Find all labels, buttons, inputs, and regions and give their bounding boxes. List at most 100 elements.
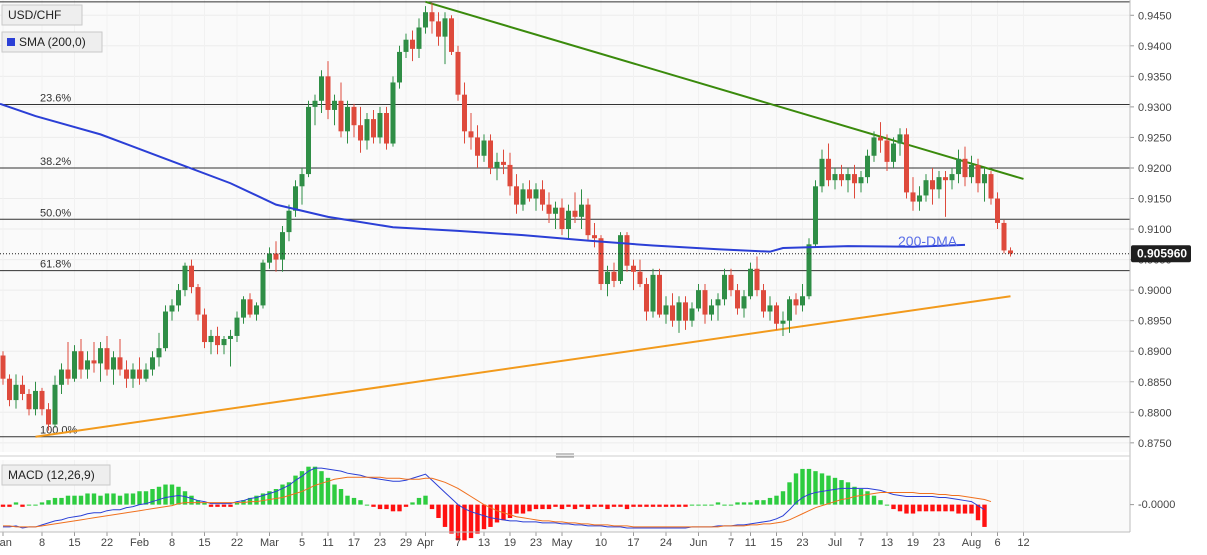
candle-body: [0, 355, 6, 379]
macd-label: MACD (12,26,9): [8, 468, 95, 482]
candle-body: [273, 253, 279, 260]
y-tick-label: 0.9400: [1138, 41, 1172, 53]
candle-body: [507, 164, 513, 187]
x-tick-label: 23: [796, 537, 808, 549]
macd-hist-bar: [124, 493, 129, 505]
candle-body: [611, 271, 617, 281]
macd-hist-bar: [325, 477, 331, 505]
candle-body: [410, 39, 415, 49]
candle-body: [416, 27, 422, 49]
y-tick-label: 0.8900: [1138, 346, 1172, 358]
candle-body: [325, 76, 331, 110]
macd-hist-bar: [234, 502, 240, 505]
pane-resize-handle[interactable]: [556, 453, 574, 458]
macd-hist-bar: [579, 504, 584, 507]
candle-body: [1001, 222, 1007, 251]
macd-hist-bar: [143, 491, 149, 505]
symbol-label: USD/CHF: [8, 8, 61, 22]
macd-hist-bar: [449, 504, 454, 534]
macd-hist-bar: [839, 480, 844, 505]
x-tick-label: 29: [400, 537, 412, 549]
macd-hist-bar: [137, 491, 142, 505]
candle-body: [839, 174, 844, 181]
x-tick-label: 17: [348, 537, 360, 549]
candle-body: [150, 357, 155, 370]
macd-hist-bar: [527, 504, 532, 512]
candle-body: [585, 204, 591, 236]
candle-body: [553, 207, 558, 214]
macd-hist-bar: [650, 504, 656, 507]
macd-hist-bar: [377, 504, 383, 510]
macd-hist-bar: [364, 504, 370, 506]
x-tick-label: 17: [627, 537, 639, 549]
macd-hist-bar: [657, 504, 662, 507]
macd-hist-bar: [696, 504, 701, 506]
candle-body: [741, 296, 747, 309]
candle-body: [72, 351, 77, 379]
candle-body: [52, 384, 58, 425]
macd-hist-bar: [709, 504, 714, 506]
candle-body: [91, 360, 97, 364]
candle-body: [449, 18, 454, 52]
candle-body: [579, 204, 584, 217]
candle-body: [280, 232, 285, 260]
macd-hist-bar: [306, 466, 311, 505]
macd-hist-bar: [397, 504, 402, 512]
macd-hist-bar: [904, 504, 909, 514]
macd-hist-bar: [59, 497, 64, 505]
candle-body: [702, 290, 708, 315]
x-tick-label: Jul: [828, 537, 842, 549]
candle-body: [904, 134, 909, 193]
y-tick-label: 0.9200: [1138, 163, 1172, 175]
candle-body: [455, 51, 461, 95]
macd-hist-bar: [644, 504, 649, 507]
candle-body: [390, 82, 396, 144]
candle-body: [858, 177, 864, 184]
macd-hist-bar: [891, 504, 896, 510]
macd-hist-bar: [72, 495, 77, 505]
candle-body: [403, 39, 409, 52]
macd-hist-bar: [332, 484, 337, 505]
macd-hist-bar: [832, 477, 838, 505]
macd-hist-bar: [520, 504, 526, 514]
y-tick-label: 0.9300: [1138, 102, 1172, 114]
macd-hist-bar: [618, 504, 623, 507]
x-tick-label: 23: [530, 537, 542, 549]
x-tick-label: 6: [994, 537, 1000, 549]
x-tick-label: 7: [858, 537, 864, 549]
candle-body: [20, 384, 25, 394]
x-tick-label: Apr: [417, 537, 434, 549]
y-tick-label: 0.9100: [1138, 224, 1172, 236]
axes: 0.9450 0.9400 0.9350 0.9300 0.9250 0.9200 0.91…: [0, 0, 1172, 549]
macd-hist-bar: [930, 504, 935, 512]
x-tick-label: 22: [101, 537, 113, 549]
candle-body: [351, 106, 357, 126]
candle-body: [117, 357, 123, 370]
candle-body: [910, 192, 916, 202]
macd-hist-bar: [897, 504, 903, 512]
x-tick-label: Aug: [962, 537, 982, 549]
candle-body: [956, 158, 961, 175]
macd-hist-bar: [267, 491, 272, 505]
candle-body: [975, 164, 981, 184]
macd-hist-bar: [767, 497, 773, 505]
sma-line: [0, 102, 966, 253]
x-tick-label: 13: [478, 537, 490, 549]
candle-body: [787, 299, 792, 321]
candle-body: [527, 189, 532, 199]
candle-body: [39, 390, 45, 410]
macd-hist-bar: [533, 504, 539, 510]
macd-hist-bar: [468, 504, 474, 539]
macd-hist-bar: [273, 489, 279, 505]
candle-body: [189, 265, 194, 288]
macd-line: [3, 467, 985, 529]
macd-hist-bar: [514, 504, 519, 514]
macd-hist-bar: [228, 504, 233, 507]
macd-hist-bar: [215, 504, 220, 507]
x-tick-label: 11: [745, 537, 756, 549]
candle-body: [384, 113, 389, 144]
macd-hist-bar: [852, 486, 857, 505]
fib-label: 50.0%: [40, 207, 71, 219]
candle-body: [819, 158, 825, 187]
candle-body: [143, 369, 149, 379]
